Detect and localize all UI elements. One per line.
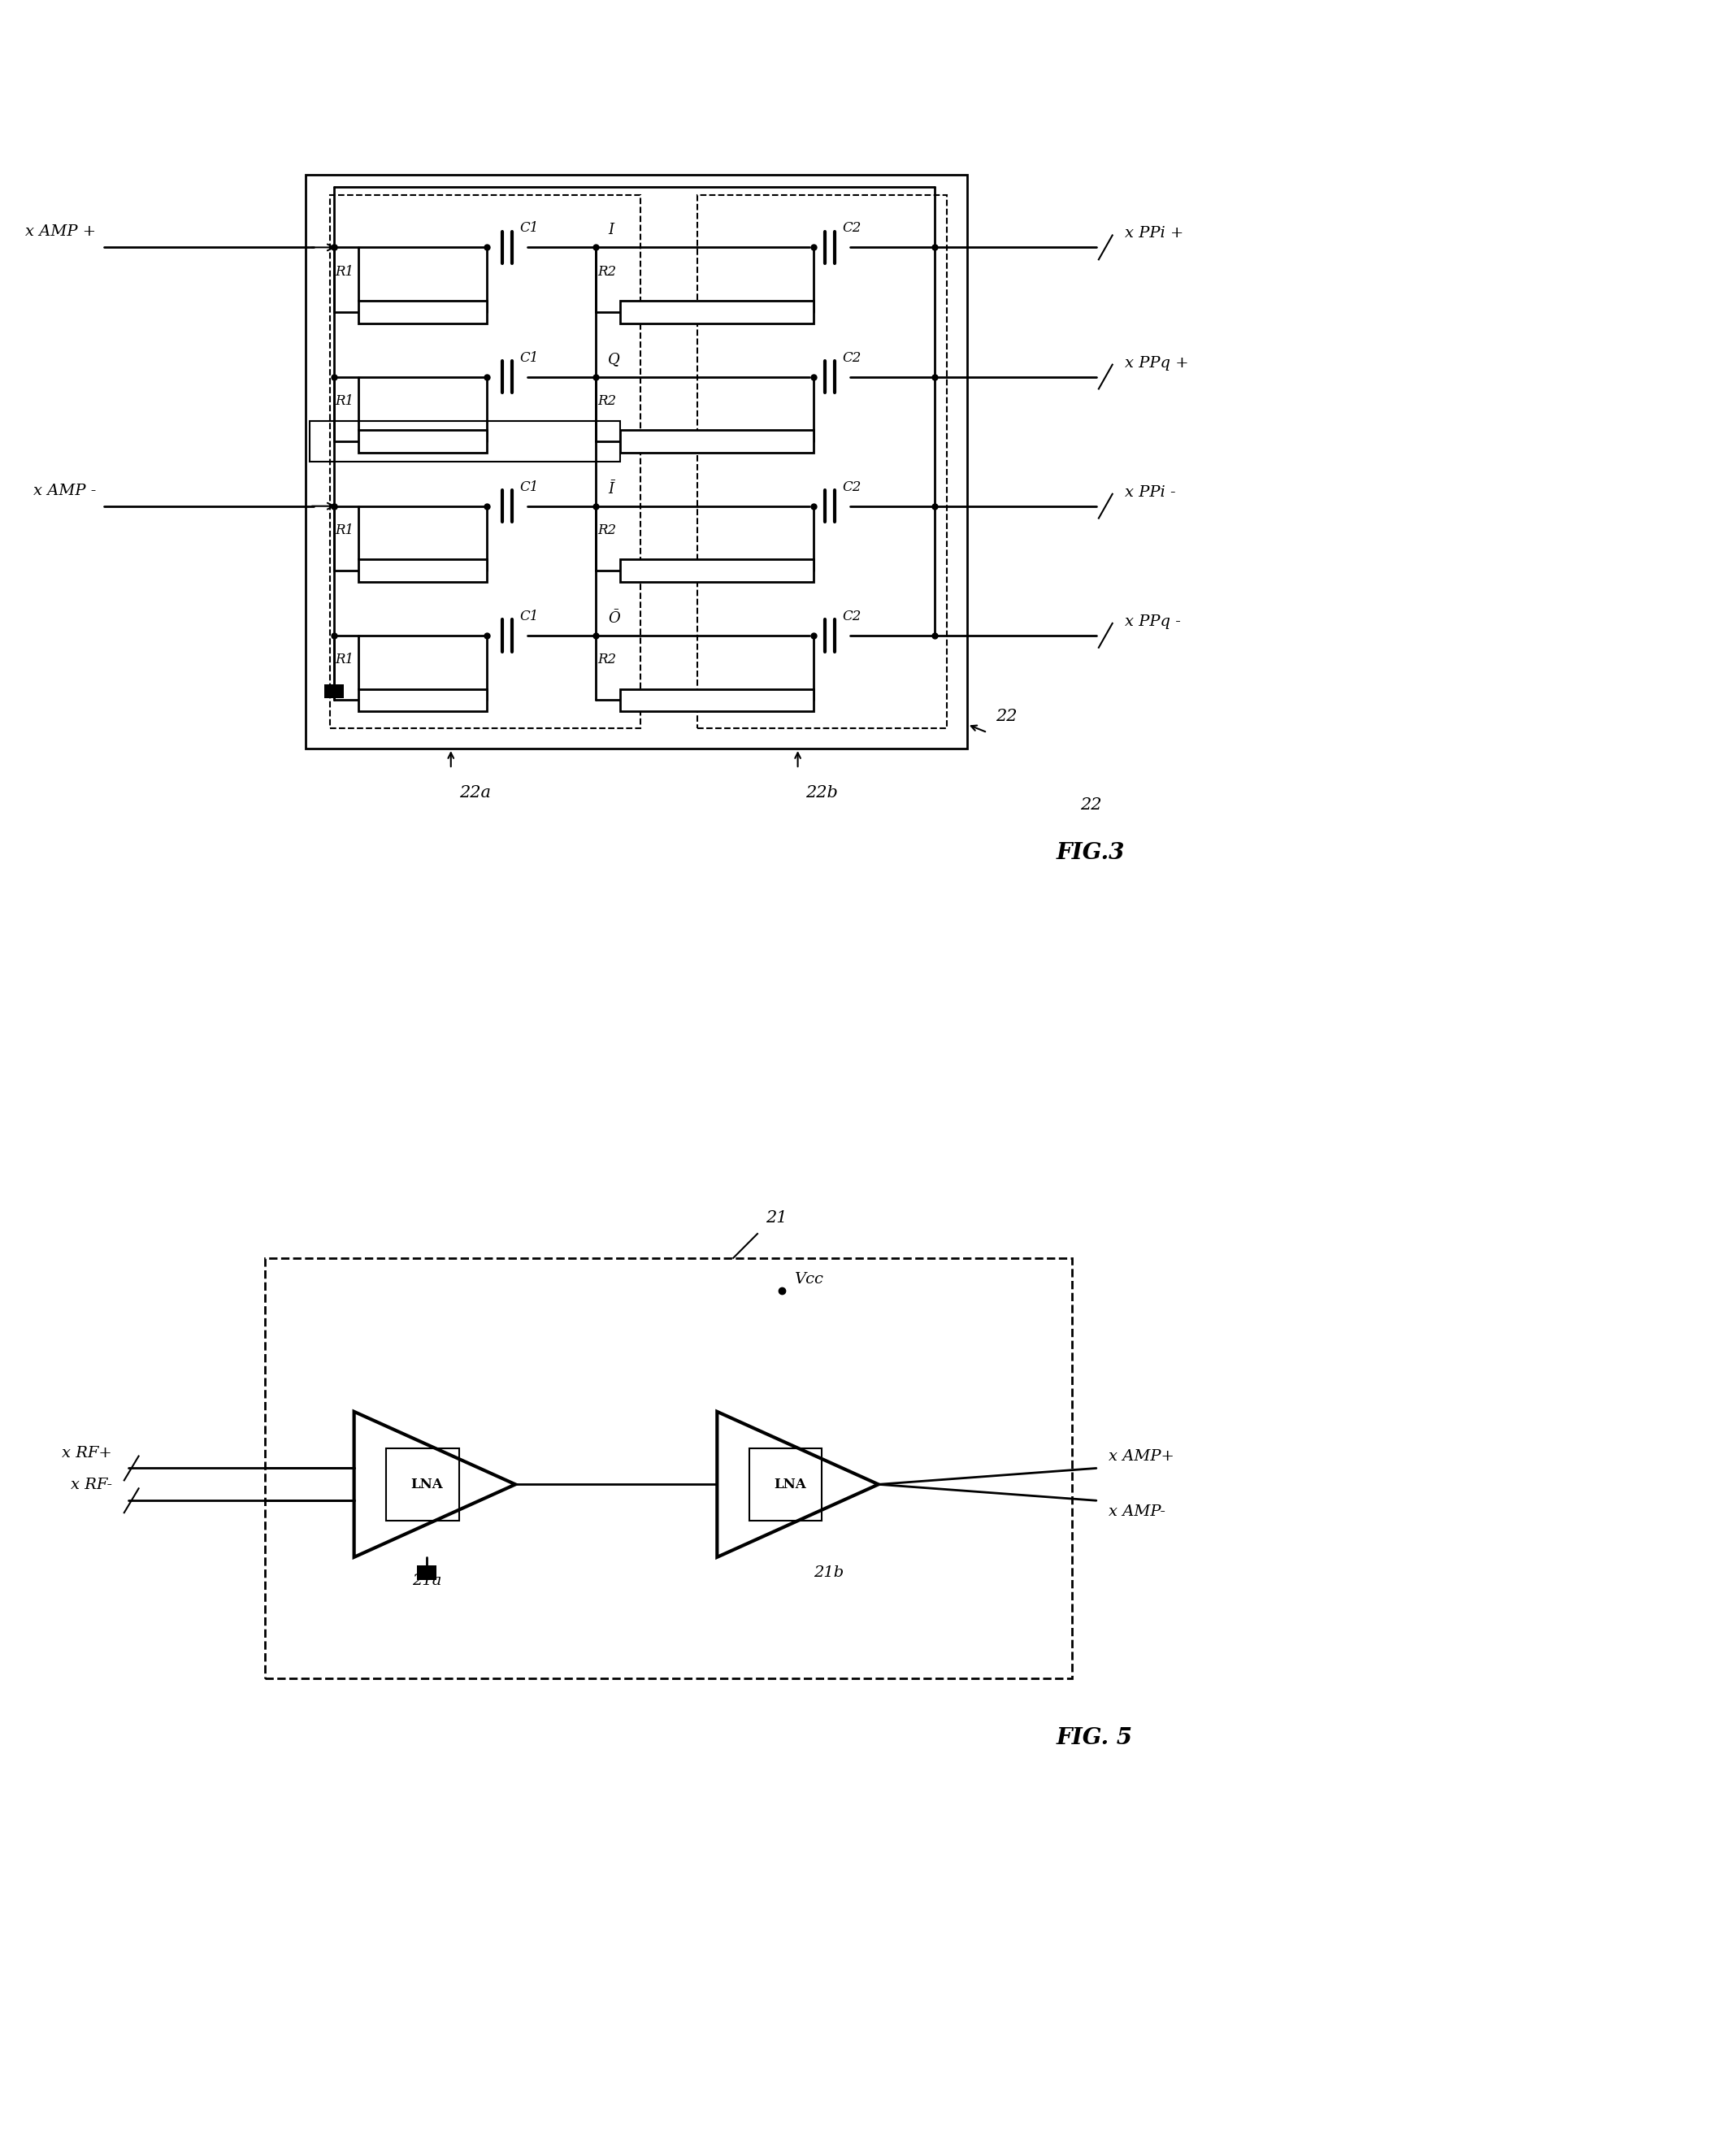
- Text: C1: C1: [519, 609, 538, 624]
- Text: x AMP -: x AMP -: [33, 484, 95, 497]
- Text: Vcc: Vcc: [793, 1272, 823, 1285]
- Bar: [620, 431, 814, 452]
- Bar: [417, 1565, 436, 1580]
- Bar: [358, 560, 488, 581]
- Text: 22: 22: [1080, 797, 1102, 812]
- Bar: [387, 1449, 458, 1520]
- Text: x RF-: x RF-: [71, 1477, 113, 1492]
- Text: x PPq -: x PPq -: [1125, 614, 1180, 629]
- Text: C2: C2: [842, 480, 861, 493]
- Text: x PPq +: x PPq +: [1125, 355, 1189, 370]
- Text: R1: R1: [335, 265, 354, 278]
- Text: 21b: 21b: [814, 1565, 844, 1580]
- Bar: [309, 422, 620, 461]
- Bar: [325, 685, 344, 698]
- Text: LNA: LNA: [774, 1477, 806, 1492]
- Text: R1: R1: [335, 652, 354, 667]
- Text: R2: R2: [597, 523, 616, 538]
- Text: x AMP +: x AMP +: [24, 224, 95, 239]
- Bar: [696, 194, 948, 728]
- Text: 21a: 21a: [411, 1574, 441, 1589]
- Text: Ī: Ī: [608, 482, 615, 497]
- Text: C2: C2: [842, 609, 861, 624]
- Bar: [358, 689, 488, 710]
- Text: Q: Q: [608, 353, 620, 366]
- Text: FIG.3: FIG.3: [1055, 842, 1125, 863]
- Text: 22a: 22a: [458, 786, 491, 801]
- Text: I: I: [608, 224, 615, 237]
- Text: x PPi -: x PPi -: [1125, 484, 1175, 499]
- Text: 22b: 22b: [806, 786, 838, 801]
- Bar: [620, 689, 814, 710]
- Bar: [358, 431, 488, 452]
- Text: R2: R2: [597, 265, 616, 278]
- Text: R2: R2: [597, 652, 616, 667]
- Bar: [750, 1449, 821, 1520]
- Text: x RF+: x RF+: [62, 1445, 113, 1460]
- Text: x AMP+: x AMP+: [1108, 1449, 1174, 1464]
- Text: C1: C1: [519, 351, 538, 364]
- Bar: [358, 301, 488, 323]
- Text: 22: 22: [995, 708, 1017, 723]
- Text: C2: C2: [842, 351, 861, 364]
- Text: C2: C2: [842, 222, 861, 235]
- Bar: [306, 174, 967, 749]
- Text: LNA: LNA: [410, 1477, 443, 1492]
- Text: Ō: Ō: [608, 611, 620, 627]
- Text: C1: C1: [519, 480, 538, 493]
- Text: x PPi +: x PPi +: [1125, 226, 1184, 241]
- Text: R2: R2: [597, 394, 616, 407]
- Text: FIG. 5: FIG. 5: [1055, 1727, 1132, 1748]
- Bar: [330, 194, 641, 728]
- Bar: [620, 301, 814, 323]
- Text: R1: R1: [335, 394, 354, 407]
- Bar: [266, 1257, 1073, 1679]
- Text: R1: R1: [335, 523, 354, 538]
- Bar: [620, 560, 814, 581]
- Text: C1: C1: [519, 222, 538, 235]
- Text: x AMP-: x AMP-: [1108, 1505, 1165, 1520]
- Text: 21: 21: [766, 1210, 786, 1225]
